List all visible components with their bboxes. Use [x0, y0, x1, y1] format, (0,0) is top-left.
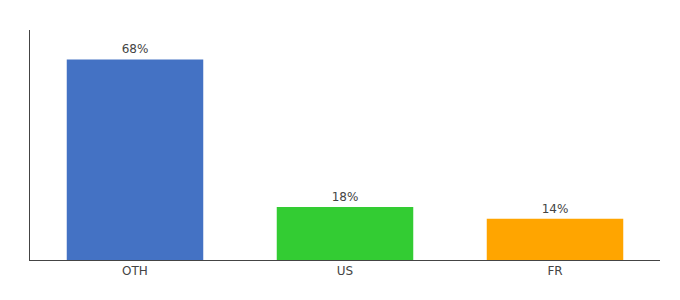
svg-text:FR: FR	[547, 264, 562, 278]
svg-text:68%: 68%	[122, 42, 149, 56]
svg-text:14%: 14%	[542, 202, 569, 216]
svg-text:OTH: OTH	[122, 264, 148, 278]
svg-text:US: US	[337, 264, 353, 278]
svg-text:18%: 18%	[332, 190, 359, 204]
